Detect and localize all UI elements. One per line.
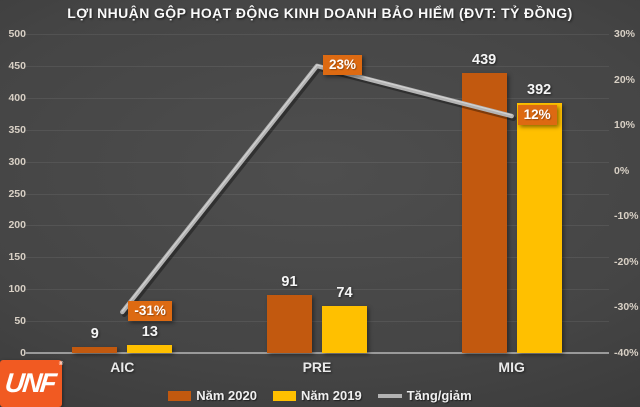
bar-value-label: 392	[527, 81, 552, 98]
category-label-mig: MIG	[498, 359, 525, 375]
trend-point-label-pre: 23%	[323, 54, 363, 75]
gridline	[25, 321, 609, 323]
bar-value-label: 91	[281, 273, 298, 290]
y-axis-tick-label: 100	[8, 283, 26, 296]
category-label-aic: AIC	[110, 359, 135, 375]
gridline	[25, 289, 609, 291]
legend-label: Năm 2019	[300, 388, 362, 403]
legend-color-swatch	[168, 390, 192, 401]
y-axis-tick-label: 50	[14, 315, 26, 328]
unf-logo-text: UNF®	[3, 361, 62, 398]
y-axis-tick-label: 250	[8, 187, 26, 200]
y2-axis-tick-label: -20%	[614, 255, 639, 268]
trend-point-label-mig: 12%	[517, 105, 557, 126]
bar-năm-2020-pre	[267, 294, 312, 353]
legend-color-swatch	[272, 390, 296, 401]
bar-value-label: 13	[141, 323, 158, 340]
y-axis-tick-label: 350	[8, 123, 26, 136]
gridline	[25, 97, 609, 99]
legend-label: Năm 2020	[196, 388, 257, 403]
y2-axis-tick-label: -10%	[614, 210, 639, 223]
gridline	[25, 257, 609, 259]
bar-năm-2019-aic	[127, 344, 173, 353]
y2-axis-tick-label: 20%	[614, 73, 636, 86]
unf-logo: UNF®	[0, 360, 62, 407]
gridline	[25, 129, 609, 131]
legend-line-swatch	[377, 393, 402, 398]
y-axis-tick-label: 500	[8, 28, 26, 40]
legend-item-năm-2019: Năm 2019	[272, 388, 362, 403]
gridline	[25, 34, 609, 35]
bar-năm-2020-mig	[461, 72, 507, 353]
chart-legend: Năm 2020 Năm 2019 Tăng/giảm	[0, 388, 640, 403]
gridline	[25, 193, 609, 195]
registered-mark: ®	[58, 361, 62, 367]
y2-axis-tick-label: -40%	[614, 347, 639, 359]
y2-axis-tick-label: 30%	[614, 28, 636, 40]
legend-item-tăng/giảm: Tăng/giảm	[377, 388, 472, 403]
y2-axis-tick-label: 0%	[614, 164, 630, 177]
legend-label: Tăng/giảm	[406, 388, 472, 403]
y2-axis-tick-label: 10%	[614, 119, 636, 132]
y-axis-tick-label: 300	[8, 155, 26, 168]
gridline	[25, 225, 609, 227]
bar-năm-2019-pre	[322, 305, 367, 353]
y-axis-tick-label: 400	[8, 91, 26, 104]
bar-năm-2019-mig	[516, 102, 562, 353]
bar-value-label: 439	[472, 51, 497, 68]
x-axis-line	[25, 352, 609, 354]
bar-value-label: 9	[90, 326, 99, 343]
gridline	[25, 161, 609, 163]
y-axis-tick-label: 0	[20, 347, 26, 359]
chart-title: LỢI NHUẬN GỘP HOẠT ĐỘNG KINH DOANH BẢO H…	[67, 5, 573, 21]
category-label-pre: PRE	[302, 359, 332, 375]
trend-point-label-aic: -31%	[128, 300, 172, 321]
y-axis-tick-label: 200	[8, 219, 26, 232]
y2-axis-tick-label: -30%	[614, 301, 639, 314]
y-axis-tick-label: 450	[8, 59, 26, 72]
y-axis-tick-label: 150	[8, 251, 26, 264]
bar-value-label: 74	[336, 284, 353, 301]
legend-item-năm-2020: Năm 2020	[168, 388, 257, 403]
bar-năm-2020-aic	[72, 347, 118, 353]
